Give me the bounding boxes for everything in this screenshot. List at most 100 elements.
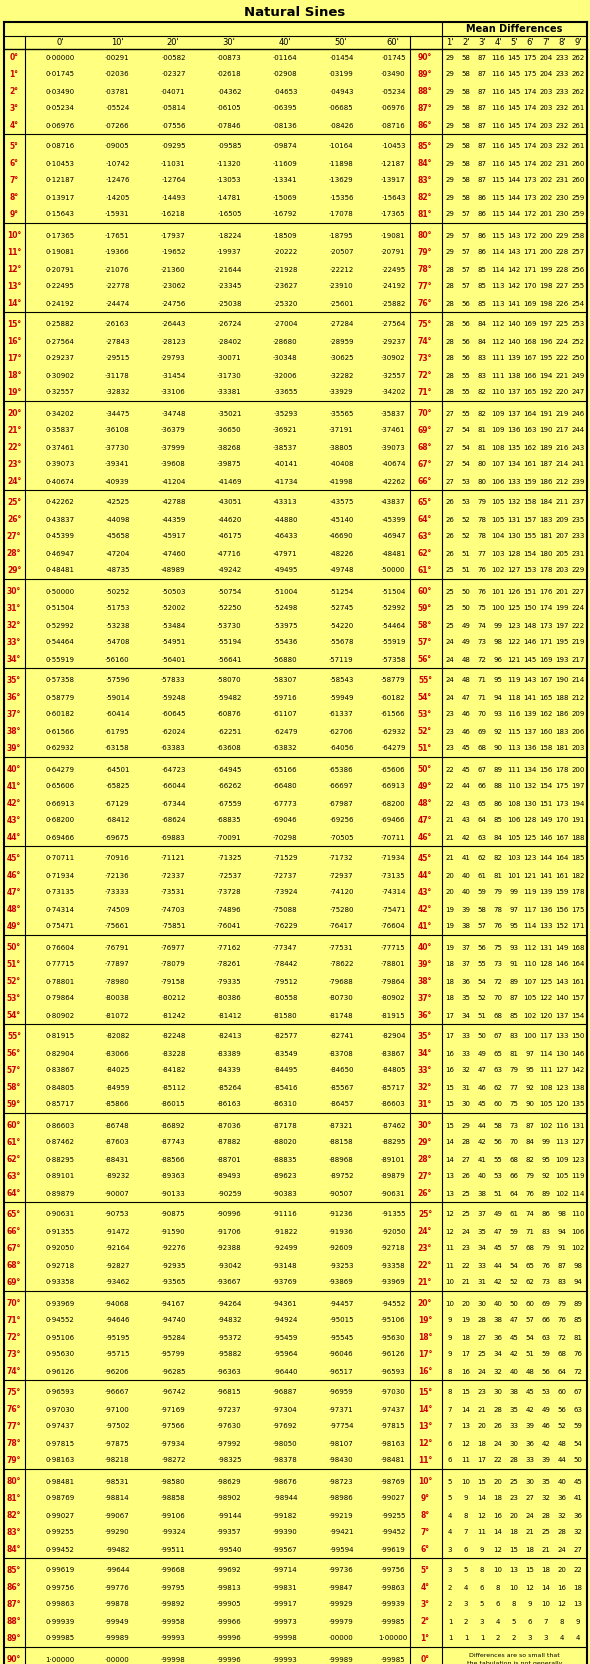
- Text: 39: 39: [526, 1423, 535, 1429]
- Text: 25: 25: [542, 1529, 550, 1536]
- Text: 20: 20: [445, 890, 454, 895]
- Text: 110: 110: [507, 784, 521, 789]
- Text: 45: 45: [494, 1245, 502, 1251]
- Text: 20: 20: [494, 1479, 503, 1484]
- Text: 0·94552: 0·94552: [45, 1318, 74, 1323]
- Text: ·26724: ·26724: [217, 321, 241, 328]
- Text: 195: 195: [555, 639, 569, 646]
- Text: 87: 87: [558, 1263, 566, 1268]
- Text: ·17937: ·17937: [160, 233, 185, 238]
- Text: 56: 56: [461, 301, 470, 306]
- Text: ·56641: ·56641: [217, 657, 241, 662]
- Text: 5: 5: [448, 1496, 452, 1501]
- Text: 128: 128: [539, 962, 553, 967]
- Text: 7': 7': [542, 38, 550, 47]
- Text: ·76417: ·76417: [329, 924, 353, 930]
- Text: 224: 224: [572, 606, 585, 611]
- Text: 28°: 28°: [418, 1155, 432, 1165]
- Text: 40°: 40°: [7, 765, 21, 774]
- Text: ·72737: ·72737: [273, 872, 297, 879]
- Text: ·97100: ·97100: [104, 1406, 129, 1413]
- Text: ·59716: ·59716: [273, 694, 297, 701]
- Text: 52°: 52°: [7, 977, 21, 987]
- Text: 2°: 2°: [9, 87, 18, 97]
- Text: 0': 0': [56, 38, 64, 47]
- Text: ·98769: ·98769: [381, 1479, 405, 1484]
- Text: 108: 108: [539, 1085, 553, 1090]
- Text: 4: 4: [448, 1529, 452, 1536]
- Text: 174: 174: [523, 143, 537, 150]
- Text: 123: 123: [555, 1085, 569, 1090]
- Text: ·93769: ·93769: [273, 1280, 297, 1286]
- Text: 38: 38: [461, 924, 470, 930]
- Text: 40': 40': [278, 38, 291, 47]
- Text: 63: 63: [573, 1406, 582, 1413]
- Text: 17: 17: [445, 1012, 454, 1018]
- Text: 116: 116: [491, 123, 505, 128]
- Text: 78°: 78°: [418, 265, 432, 275]
- Text: ·70916: ·70916: [104, 855, 129, 862]
- Text: ·99958: ·99958: [160, 1619, 185, 1624]
- Text: ·94068: ·94068: [104, 1301, 129, 1306]
- Text: ·99973: ·99973: [273, 1619, 297, 1624]
- Text: 21°: 21°: [418, 1278, 432, 1286]
- Text: 20: 20: [510, 1513, 519, 1519]
- Text: 172: 172: [523, 233, 537, 238]
- Text: 54°: 54°: [7, 1012, 21, 1020]
- Text: 2: 2: [448, 1584, 452, 1591]
- Text: 143: 143: [507, 250, 521, 256]
- Text: 101: 101: [491, 589, 505, 594]
- Text: ·77347: ·77347: [273, 945, 297, 950]
- Text: 0·78801: 0·78801: [45, 978, 74, 985]
- Text: ·57833: ·57833: [160, 677, 185, 684]
- Text: 64°: 64°: [418, 514, 432, 524]
- Text: ·51254: ·51254: [329, 589, 353, 594]
- Text: ·70711: ·70711: [381, 835, 405, 840]
- Text: 89: 89: [493, 767, 503, 772]
- Text: ·33381: ·33381: [217, 389, 241, 396]
- Text: 214: 214: [571, 677, 585, 684]
- Text: ·71529: ·71529: [273, 855, 297, 862]
- Text: 47: 47: [494, 1228, 503, 1235]
- Text: 190: 190: [555, 677, 569, 684]
- Text: 14: 14: [461, 1406, 470, 1413]
- Text: 26: 26: [461, 1173, 470, 1180]
- Text: 6: 6: [448, 1458, 453, 1464]
- Text: 1·00000: 1·00000: [45, 1656, 74, 1662]
- Text: 72: 72: [477, 657, 486, 662]
- Text: 62: 62: [477, 855, 486, 862]
- Text: ·11609: ·11609: [273, 160, 297, 166]
- Text: 57: 57: [526, 1318, 535, 1323]
- Text: ·52002: ·52002: [161, 606, 185, 611]
- Text: 29°: 29°: [7, 566, 21, 576]
- Text: 0·84805: 0·84805: [45, 1085, 74, 1090]
- Text: 58: 58: [461, 123, 470, 128]
- Text: 195: 195: [539, 356, 553, 361]
- Text: 23: 23: [510, 1496, 519, 1501]
- Text: ·53238: ·53238: [105, 622, 129, 629]
- Text: 11: 11: [445, 1245, 454, 1251]
- Text: 32: 32: [558, 1513, 566, 1519]
- Text: 36: 36: [526, 1441, 535, 1446]
- Text: 42: 42: [494, 1280, 502, 1286]
- Text: 37°: 37°: [418, 993, 432, 1003]
- Text: 52: 52: [558, 1423, 566, 1429]
- Text: 71: 71: [477, 677, 487, 684]
- Text: ·31178: ·31178: [104, 373, 129, 378]
- Text: 130: 130: [507, 534, 521, 539]
- Text: 93: 93: [510, 945, 519, 950]
- Text: ·84495: ·84495: [273, 1068, 297, 1073]
- Text: ·40939: ·40939: [104, 479, 129, 484]
- Text: 122: 122: [539, 995, 553, 1002]
- Text: ·55436: ·55436: [273, 639, 297, 646]
- Text: 46: 46: [477, 1085, 486, 1090]
- Text: 56: 56: [461, 321, 470, 328]
- Text: 181: 181: [555, 745, 569, 752]
- Text: 137: 137: [507, 389, 521, 396]
- Text: 79: 79: [493, 890, 503, 895]
- Text: 23°: 23°: [418, 1245, 432, 1253]
- Text: ·38537: ·38537: [273, 444, 297, 451]
- Text: 209: 209: [571, 712, 585, 717]
- Text: 38°: 38°: [7, 727, 21, 735]
- Text: ·81242: ·81242: [161, 1012, 185, 1018]
